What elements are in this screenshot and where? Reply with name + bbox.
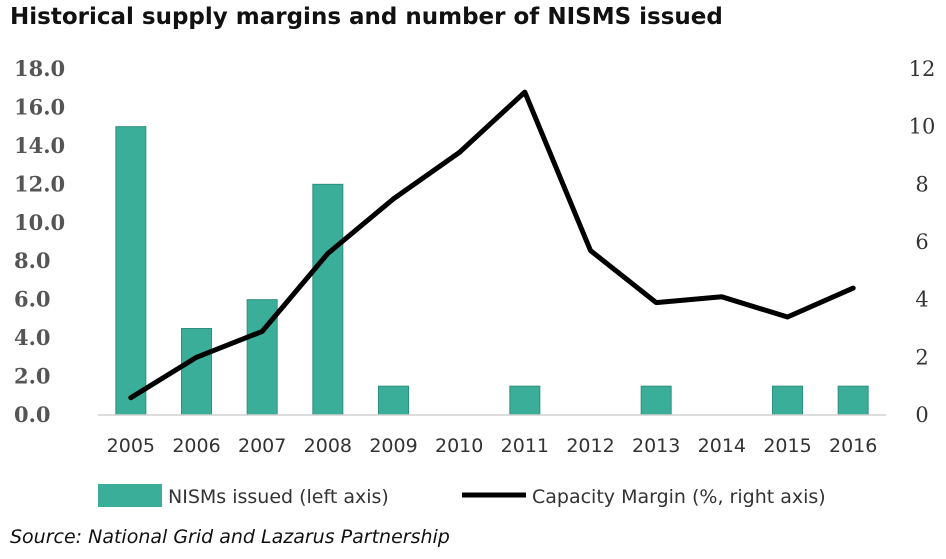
bar-2005	[115, 126, 147, 416]
bar-2006	[181, 328, 212, 416]
x-tick-label: 2013	[632, 435, 680, 457]
right-tick-label: 2	[915, 345, 928, 369]
x-tick-label: 2008	[304, 435, 352, 457]
left-tick-label: 12.0	[14, 171, 65, 196]
capacity-margin-line	[128, 89, 856, 401]
right-tick-label: 10	[909, 115, 936, 139]
left-tick-label: 8.0	[14, 248, 51, 273]
left-tick-label: 4.0	[14, 325, 51, 350]
x-tick-label: 2011	[501, 435, 549, 457]
x-axis: 2005 2006 2007 2008 2009 2010 2011 2012 2013 2014…	[107, 435, 878, 457]
right-axis: 0 2 4 6 8 10 12	[909, 57, 936, 427]
left-tick-label: 16.0	[14, 94, 65, 119]
x-tick-label: 2014	[698, 435, 746, 457]
left-tick-label: 10.0	[14, 210, 65, 235]
line-series	[128, 89, 856, 401]
right-tick-label: 8	[915, 172, 928, 196]
legend-label-bars: NISMs issued (left axis)	[168, 486, 389, 508]
bar-2008	[312, 183, 344, 416]
source-note: Source: National Grid and Lazarus Partne…	[10, 526, 450, 548]
legend-label-line: Capacity Margin (%, right axis)	[532, 486, 826, 508]
left-tick-label: 18.0	[14, 56, 65, 81]
x-tick-label: 2005	[107, 435, 155, 457]
x-tick-label: 2009	[369, 435, 417, 457]
right-tick-label: 6	[915, 230, 928, 254]
left-tick-label: 0.0	[14, 402, 51, 427]
right-tick-label: 4	[915, 288, 928, 312]
x-tick-label: 2007	[238, 435, 286, 457]
bar-series	[115, 126, 869, 416]
right-tick-label: 12	[909, 57, 936, 81]
bar-2011	[509, 385, 541, 416]
left-tick-label: 2.0	[14, 364, 51, 389]
left-axis: 0.0 2.0 4.0 6.0 8.0 10.0 12.0 14.0 16.0 18.0	[14, 56, 65, 427]
left-tick-label: 14.0	[14, 133, 65, 158]
bar-2015	[772, 385, 803, 416]
x-tick-label: 2010	[435, 435, 483, 457]
chart-title: Historical supply margins and number of …	[10, 4, 723, 30]
x-tick-label: 2006	[172, 435, 220, 457]
bar-2009	[378, 385, 409, 416]
x-tick-label: 2012	[566, 435, 614, 457]
x-tick-label: 2015	[763, 435, 811, 457]
legend: NISMs issued (left axis) Capacity Margin…	[98, 484, 826, 508]
legend-swatch-bars	[98, 484, 162, 507]
x-tick-label: 2016	[829, 435, 877, 457]
right-tick-label: 0	[915, 403, 928, 427]
left-tick-label: 6.0	[14, 287, 51, 312]
bar-2016	[837, 385, 869, 416]
bar-2013	[640, 385, 672, 416]
